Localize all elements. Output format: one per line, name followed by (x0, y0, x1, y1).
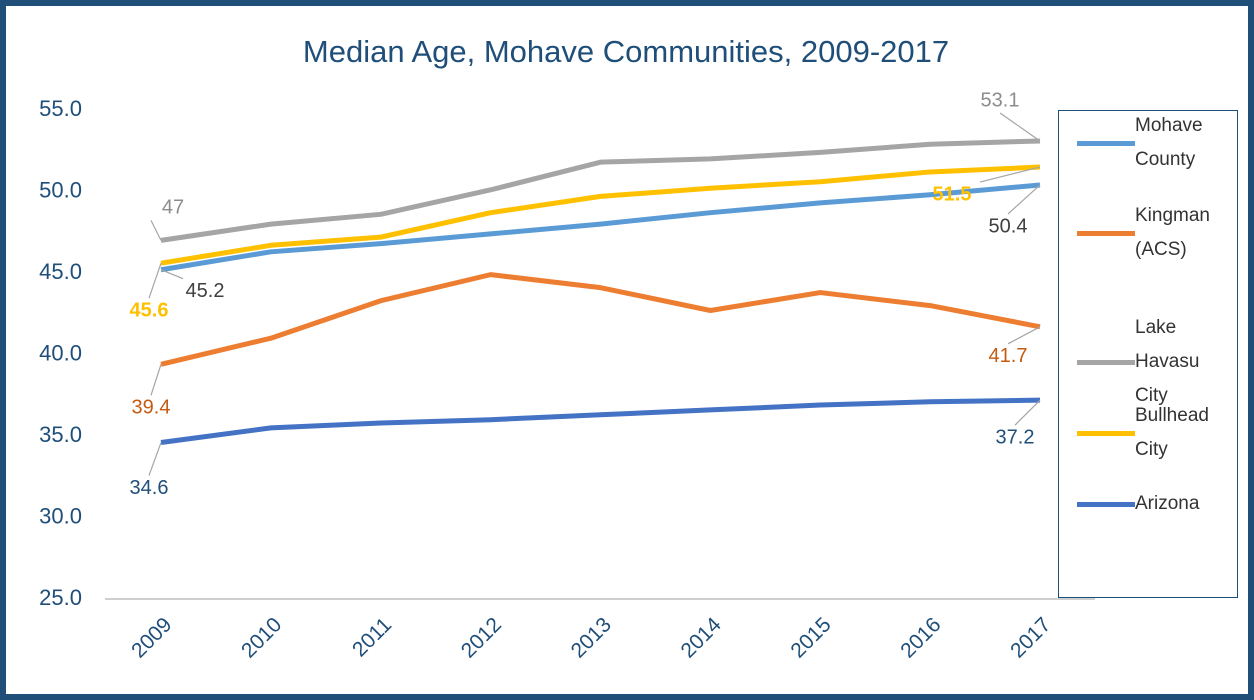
data-label: 45.6 (130, 300, 169, 322)
x-tick-label: 2013 (567, 613, 616, 662)
legend-swatch (1077, 359, 1135, 365)
y-tick-label: 35.0 (39, 422, 82, 447)
data-label: 37.2 (996, 426, 1035, 448)
y-tick-label: 55.0 (39, 96, 82, 121)
data-label: 47 (162, 197, 184, 219)
leader-line (979, 166, 1041, 183)
x-tick-label: 2010 (237, 613, 286, 662)
x-tick-label: 2017 (1006, 613, 1055, 662)
leader-line (148, 263, 162, 299)
x-tick-label: 2015 (786, 613, 835, 662)
data-label: 34.6 (130, 477, 169, 499)
series-line (160, 272, 1041, 367)
leader-line (150, 220, 162, 241)
data-label: 51.5 (933, 183, 972, 205)
y-tick-label: 45.0 (39, 259, 82, 284)
legend-swatch (1077, 501, 1135, 507)
legend-label: Lake Havasu City (1135, 317, 1200, 406)
leader-line (1007, 326, 1041, 345)
leader-line (1014, 399, 1041, 426)
leader-line (150, 364, 162, 396)
legend: Mohave County Kingman (ACS) Lake Havasu Ci… (1058, 110, 1238, 598)
leader-line (148, 442, 162, 476)
legend-item: Lake Havasu City (1077, 311, 1227, 413)
y-tick-label: 50.0 (39, 177, 82, 202)
legend-item: Bullhead City (1077, 399, 1227, 467)
series-line (160, 164, 1041, 266)
data-label: 45.2 (186, 280, 225, 302)
x-tick-label: 2011 (348, 613, 396, 661)
x-tick-label: 2014 (677, 613, 727, 663)
legend-swatch (1077, 230, 1135, 236)
leader-line (1007, 184, 1041, 215)
legend-swatch (1077, 430, 1135, 436)
leader-line (160, 269, 184, 280)
data-label: 50.4 (989, 215, 1028, 237)
series-line (160, 138, 1041, 243)
x-tick-label: 2016 (896, 613, 945, 662)
x-tick-label: 2012 (457, 613, 506, 662)
data-label: 41.7 (989, 345, 1028, 367)
legend-label: Arizona (1135, 493, 1200, 514)
data-label: 39.4 (132, 397, 171, 419)
data-label: 53.1 (981, 89, 1020, 111)
chart-title: Median Age, Mohave Communities, 2009-201… (303, 34, 949, 69)
legend-item: Arizona (1077, 487, 1227, 521)
series-line (160, 182, 1041, 273)
legend-item: Mohave County (1077, 109, 1227, 177)
y-tick-label: 40.0 (39, 340, 82, 365)
legend-item: Kingman (ACS) (1077, 199, 1227, 267)
legend-swatch (1077, 140, 1135, 146)
y-tick-label: 25.0 (39, 585, 82, 610)
legend-label: Kingman (ACS) (1135, 205, 1210, 260)
leader-line (999, 112, 1041, 142)
series-line (160, 397, 1041, 445)
x-tick-label: 2009 (127, 613, 176, 662)
legend-label: Mohave County (1135, 115, 1203, 170)
legend-label: Bullhead City (1135, 405, 1209, 460)
y-tick-label: 30.0 (39, 503, 82, 528)
